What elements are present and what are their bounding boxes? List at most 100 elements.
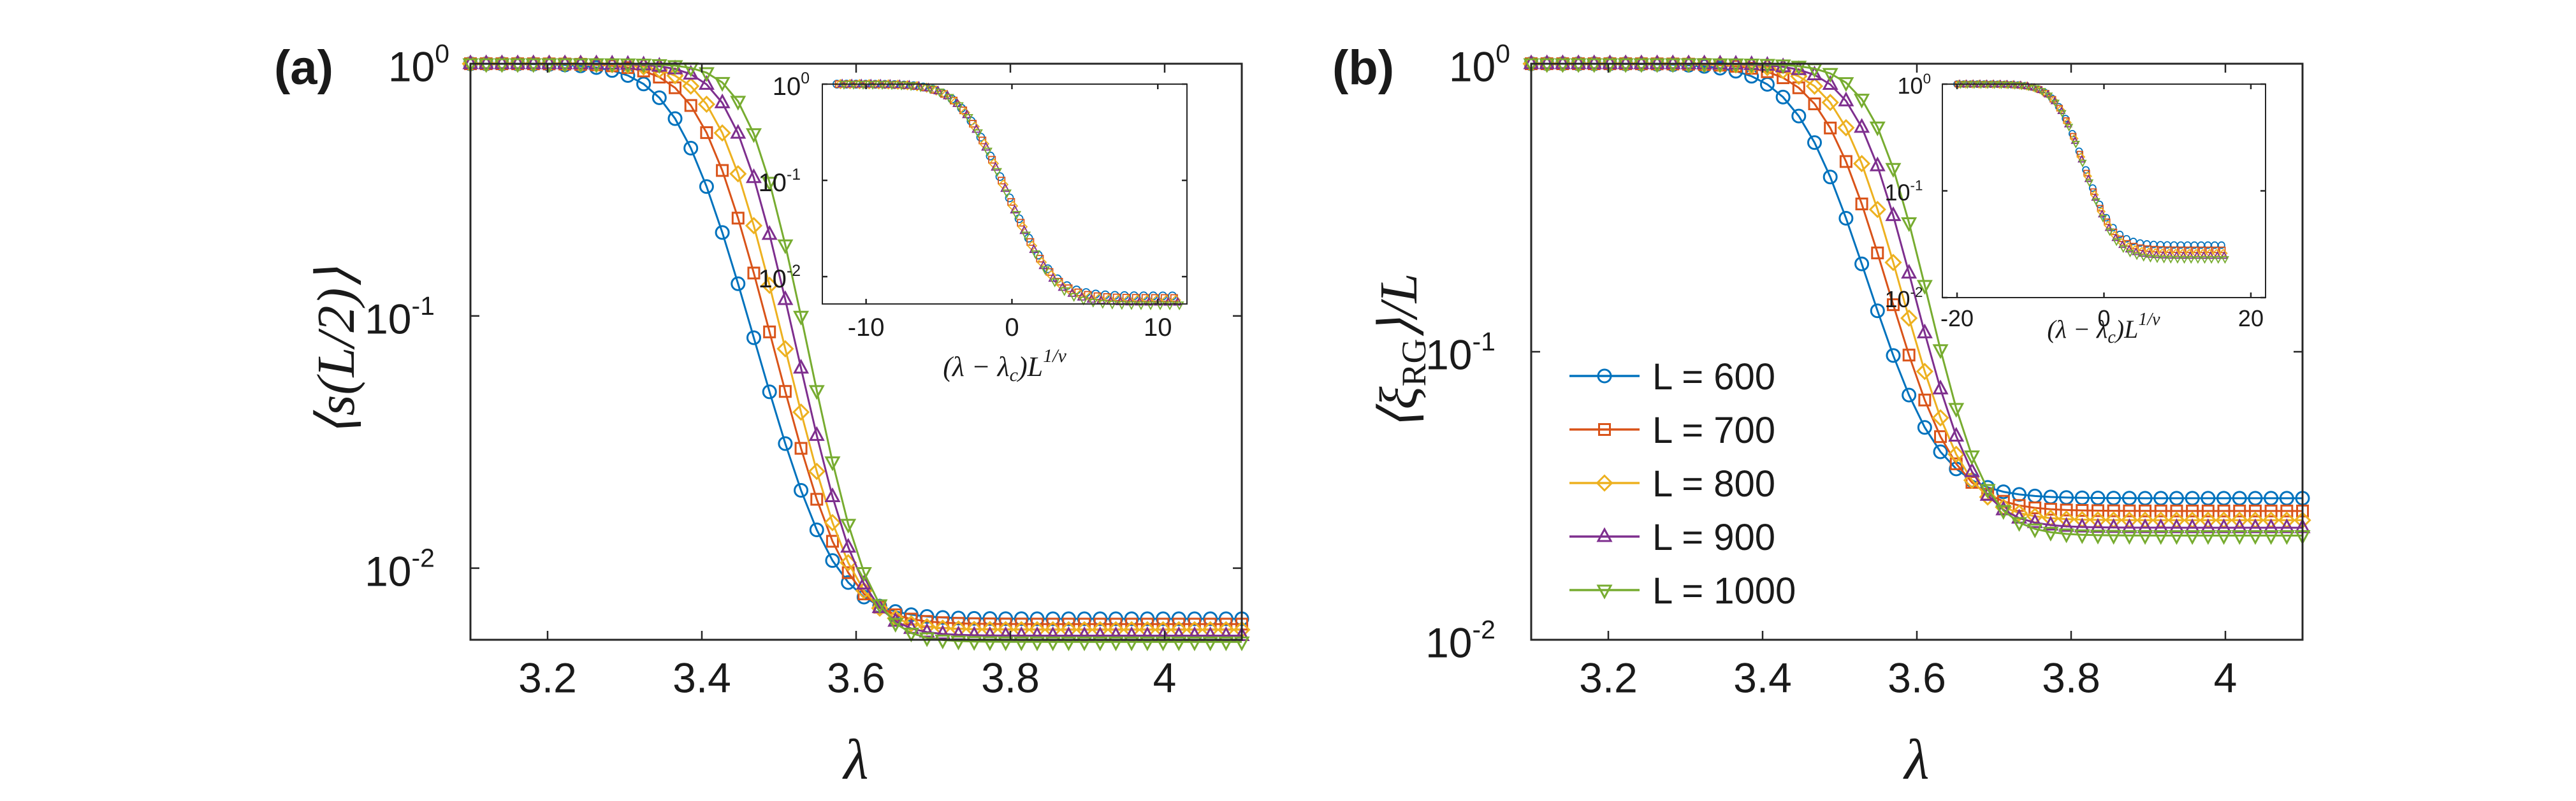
panel-b-inset-point — [2097, 205, 2104, 212]
panel-a-point — [1139, 636, 1156, 651]
panel-a-inset-x-label: (λ − λc)L1/ν — [943, 345, 1066, 386]
panel-b-point — [1712, 54, 1728, 69]
panel-a-point — [636, 59, 652, 74]
panel-a-point — [713, 124, 731, 142]
panel-a-point — [697, 95, 716, 113]
panel-a-inset-point — [1126, 301, 1137, 310]
panel-b-point — [1617, 54, 1634, 69]
panel-a-point — [793, 359, 810, 374]
panel-b-point — [1523, 58, 1539, 73]
panel-b-point — [1917, 420, 1932, 435]
panel-b-point — [2090, 517, 2106, 533]
panel-b-point — [1838, 210, 1854, 226]
panel-a-inset-point — [906, 82, 916, 91]
panel-a-point — [651, 59, 667, 75]
panel-b-point — [2106, 518, 2122, 533]
panel-a-inset-point — [1084, 292, 1095, 303]
panel-a-inset-point — [954, 102, 964, 112]
panel-a-x-label: λ — [842, 728, 869, 791]
panel-b-point — [2074, 517, 2090, 533]
panel-a-point — [840, 519, 857, 534]
panel-a-inset-point — [877, 81, 887, 90]
panel-a-point — [1013, 636, 1030, 651]
panel-a-point — [572, 54, 589, 69]
panel-b-inset-point — [2213, 251, 2222, 259]
panel-a-inset-x-tick-label: 10 — [1144, 314, 1172, 342]
panel-a-inset-point — [991, 161, 1001, 171]
panel-b-inset-point — [2111, 233, 2120, 242]
panel-a-inset-point — [971, 124, 982, 133]
panel-a-x-tick-label: 3.6 — [827, 654, 885, 702]
panel-b-point — [1902, 387, 1917, 403]
legend-marker — [1597, 368, 1612, 384]
panel-b-point — [1948, 426, 1965, 442]
panel-a-point — [746, 330, 761, 345]
panel-a-point — [729, 165, 747, 183]
panel-a-point — [794, 442, 808, 455]
panel-b-x-tick-label: 3.2 — [1579, 654, 1638, 702]
panel-b-x-tick-label: 3.8 — [2042, 654, 2100, 702]
panel-a-point — [509, 54, 526, 69]
panel-a-inset-x-tick-label: -10 — [848, 314, 885, 342]
panel-a-inset-point — [839, 80, 849, 90]
panel-b-inset-point — [2063, 119, 2072, 127]
panel-a-inset-point — [1000, 183, 1010, 192]
panel-b-point — [2107, 504, 2120, 517]
panel-a-point — [1060, 636, 1077, 651]
panel-a-point — [683, 64, 699, 80]
panel-b-point — [1712, 58, 1728, 73]
panel-b-point — [1868, 201, 1886, 219]
panel-b-x-tick-label: 3.6 — [1888, 654, 1946, 702]
panel-b-inset-point — [2192, 246, 2199, 254]
panel-b-inset-point — [1997, 81, 2005, 89]
panel-b-inset-point — [2071, 140, 2080, 148]
panel-b-inset-point — [2217, 241, 2225, 249]
panel-a-inset-point — [1165, 301, 1175, 311]
panel-b-inset-point — [2152, 250, 2161, 259]
panel-b-inset-y-ticks: 100 10-1 10-2 — [1885, 71, 2266, 312]
panel-b-inset-point — [2179, 251, 2188, 259]
panel-b-point — [2280, 504, 2294, 517]
panel-a-point — [714, 93, 731, 108]
panel-b-inset-point — [2139, 254, 2148, 262]
panel-b-inset-x-ticks: -20 0 20 — [1940, 84, 2264, 331]
panel-b-inset-point — [2220, 256, 2229, 264]
panel-b-inset-point — [2011, 82, 2019, 90]
panel-a-x-ticks: 3.2 3.4 3.6 3.8 4 — [518, 64, 1176, 702]
panel-a-inset-point — [988, 155, 996, 164]
panel-b-point — [1885, 206, 1902, 221]
panel-b-inset-point — [2206, 251, 2215, 259]
panel-a-point — [620, 58, 636, 73]
panel-a-point — [667, 60, 683, 75]
panel-a-point — [1123, 636, 1140, 651]
panel-a-inset-point — [848, 80, 859, 90]
panel-b-inset-point — [1976, 81, 1985, 89]
panel-b-point — [1633, 58, 1650, 73]
panel-a-point — [541, 58, 557, 73]
panel-b-point — [1807, 135, 1822, 150]
panel-a-point — [731, 212, 745, 225]
panel-b-point — [1838, 91, 1854, 106]
panel-b-inset-point — [2099, 215, 2107, 223]
panel-b-point — [1775, 89, 1791, 105]
panel-a-point — [808, 463, 826, 480]
legend-entry-3: L = 800 — [1569, 463, 1775, 505]
panel-a-point — [588, 54, 605, 69]
panel-a-inset-point — [1038, 260, 1049, 270]
panel-b-point — [1570, 58, 1587, 73]
panel-b-inset-point — [2166, 256, 2175, 264]
panel-a-inset-point — [1088, 298, 1098, 308]
panel-b-point — [1852, 155, 1871, 173]
panel-b-point — [1932, 409, 1949, 427]
panel-a-inset-point — [1155, 301, 1165, 310]
panel-b-point — [1728, 55, 1744, 70]
panel-b-point — [2247, 530, 2264, 545]
panel-b-point — [2153, 530, 2169, 545]
panel-a-point — [1170, 636, 1187, 651]
panel-a-point — [761, 177, 778, 192]
panel-a-inset-point — [963, 113, 973, 123]
panel-a-point — [730, 124, 746, 139]
panel-a-x-tick-label: 3.8 — [981, 654, 1040, 702]
